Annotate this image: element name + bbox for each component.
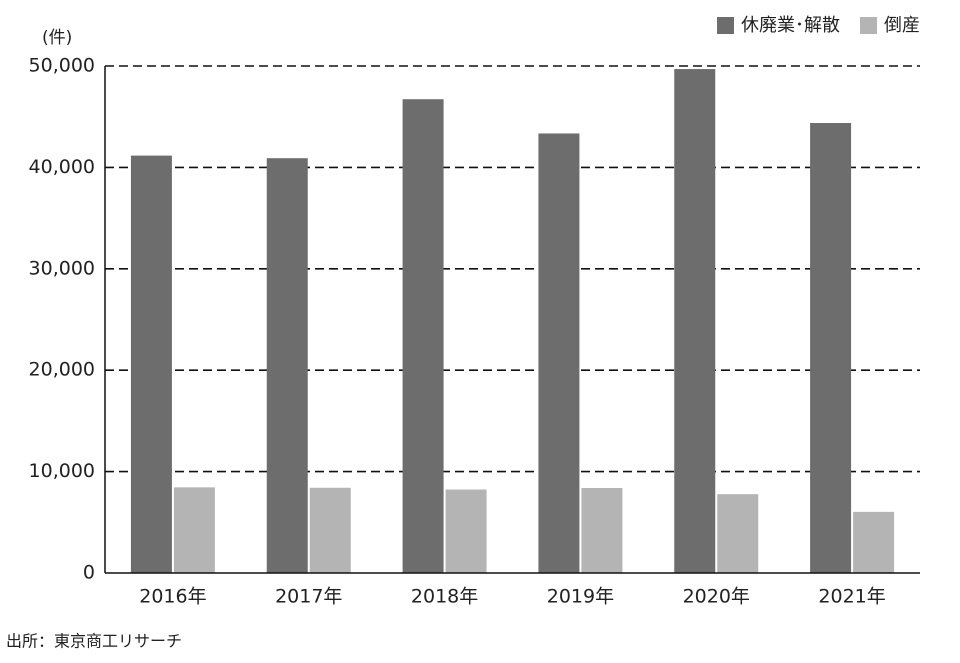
y-tick-label: 30,000	[29, 257, 95, 279]
y-tick-label: 0	[83, 562, 95, 584]
source-note: 出所：東京商工リサーチ	[6, 632, 182, 651]
bar	[445, 489, 487, 573]
y-tick-label: 40,000	[29, 156, 95, 178]
x-tick-label: 2021年	[818, 586, 885, 608]
bar	[581, 487, 623, 573]
y-tick-label: 50,000	[29, 55, 95, 77]
y-tick-label: 20,000	[29, 359, 95, 381]
bar	[538, 133, 580, 573]
legend-swatch	[717, 17, 734, 34]
bar	[402, 99, 444, 574]
legend-swatch	[860, 17, 877, 34]
x-tick-label: 2017年	[275, 586, 342, 608]
bar	[173, 487, 215, 573]
bar	[130, 155, 172, 574]
bar	[717, 494, 759, 573]
bar	[674, 69, 716, 573]
x-tick-label: 2016年	[139, 586, 206, 608]
bar	[309, 487, 351, 573]
bar	[853, 511, 895, 573]
x-tick-label: 2019年	[547, 586, 614, 608]
legend-label: 休廃業･解散	[741, 15, 840, 36]
legend-label: 倒産	[884, 15, 920, 36]
x-tick-label: 2018年	[411, 586, 478, 608]
x-tick-label: 2020年	[683, 586, 750, 608]
y-tick-label: 10,000	[29, 460, 95, 482]
unit-label: (件)	[42, 28, 72, 48]
bar	[266, 158, 308, 573]
bar	[810, 123, 852, 574]
